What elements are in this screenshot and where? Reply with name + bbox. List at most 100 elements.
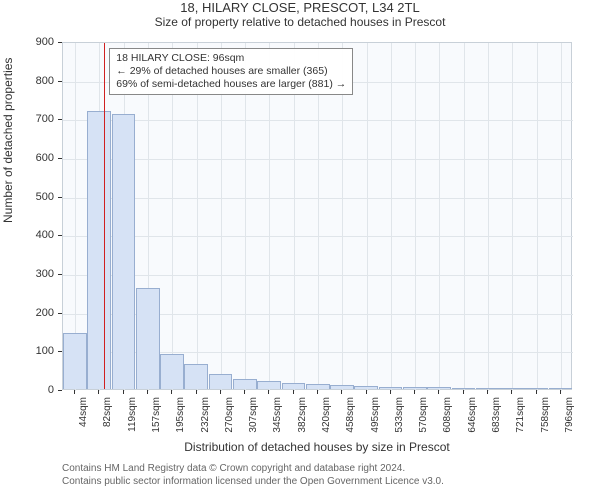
xtick-mark (98, 390, 99, 394)
xtick-mark (244, 390, 245, 394)
histogram-bar (330, 385, 354, 389)
xtick-label: 570sqm (418, 397, 429, 441)
gridline (63, 159, 573, 160)
ytick-label: 0 (0, 384, 54, 396)
ytick-mark (58, 197, 62, 198)
xtick-label: 232sqm (200, 397, 211, 441)
ytick-label: 300 (0, 268, 54, 280)
ytick-label: 200 (0, 307, 54, 319)
ytick-mark (58, 42, 62, 43)
footer-attribution: Contains HM Land Registry data © Crown c… (62, 462, 444, 488)
xtick-label: 82sqm (102, 397, 113, 441)
histogram-bar (476, 388, 500, 389)
page-title: 18, HILARY CLOSE, PRESCOT, L34 2TL (0, 0, 600, 15)
y-axis-label: Number of detached properties (1, 211, 15, 223)
xtick-mark (390, 390, 391, 394)
xtick-mark (317, 390, 318, 394)
xtick-mark (268, 390, 269, 394)
xtick-mark (366, 390, 367, 394)
xtick-mark (74, 390, 75, 394)
ytick-label: 700 (0, 113, 54, 125)
marker-line (104, 43, 105, 389)
xtick-mark (536, 390, 537, 394)
xtick-label: 195sqm (175, 397, 186, 441)
ytick-label: 400 (0, 229, 54, 241)
histogram-bar (282, 383, 306, 389)
xtick-mark (123, 390, 124, 394)
gridline-vertical (367, 43, 368, 391)
xtick-mark (293, 390, 294, 394)
xtick-label: 758sqm (540, 397, 551, 441)
ytick-label: 500 (0, 191, 54, 203)
ytick-mark (58, 390, 62, 391)
gridline-vertical (439, 43, 440, 391)
histogram-bar (427, 387, 451, 389)
histogram-bar (160, 354, 184, 389)
ytick-label: 800 (0, 75, 54, 87)
gridline-vertical (561, 43, 562, 391)
histogram-bar (354, 386, 378, 389)
xtick-label: 345sqm (272, 397, 283, 441)
histogram-bar (112, 114, 136, 389)
histogram-bar (63, 333, 87, 389)
xtick-label: 646sqm (467, 397, 478, 441)
annotation-line-2: ← 29% of detached houses are smaller (36… (116, 65, 346, 78)
histogram-bar (209, 374, 233, 389)
ytick-mark (58, 235, 62, 236)
page-subtitle: Size of property relative to detached ho… (0, 15, 600, 29)
xtick-label: 420sqm (321, 397, 332, 441)
xtick-label: 796sqm (564, 397, 575, 441)
ytick-label: 900 (0, 36, 54, 48)
ytick-mark (58, 274, 62, 275)
gridline (63, 120, 573, 121)
histogram-bar (500, 388, 524, 389)
footer-line-1: Contains HM Land Registry data © Crown c… (62, 462, 444, 475)
gridline-vertical (537, 43, 538, 391)
ytick-label: 100 (0, 345, 54, 357)
xtick-label: 44sqm (78, 397, 89, 441)
xtick-label: 119sqm (127, 397, 138, 441)
xtick-mark (487, 390, 488, 394)
histogram-bar (524, 388, 548, 389)
xtick-mark (147, 390, 148, 394)
gridline-vertical (464, 43, 465, 391)
annotation-box: 18 HILARY CLOSE: 96sqm ← 29% of detached… (109, 48, 353, 95)
xtick-mark (414, 390, 415, 394)
xtick-mark (171, 390, 172, 394)
xtick-label: 270sqm (224, 397, 235, 441)
gridline (63, 275, 573, 276)
gridline (63, 198, 573, 199)
xtick-label: 458sqm (345, 397, 356, 441)
xtick-mark (511, 390, 512, 394)
xtick-label: 495sqm (370, 397, 381, 441)
ytick-mark (58, 119, 62, 120)
xtick-mark (438, 390, 439, 394)
histogram-bar (233, 379, 257, 389)
xtick-mark (560, 390, 561, 394)
histogram-bar (379, 387, 403, 389)
histogram-bar (306, 384, 330, 389)
histogram-bar (257, 381, 281, 389)
histogram-bar (403, 387, 427, 389)
histogram-bar (184, 364, 208, 389)
xtick-label: 307sqm (248, 397, 259, 441)
ytick-mark (58, 81, 62, 82)
xtick-mark (220, 390, 221, 394)
x-axis-label: Distribution of detached houses by size … (62, 440, 572, 454)
gridline (63, 236, 573, 237)
histogram-bar (452, 388, 476, 389)
histogram-bar (136, 288, 160, 389)
xtick-mark (463, 390, 464, 394)
xtick-label: 382sqm (297, 397, 308, 441)
histogram-bar (87, 111, 111, 389)
histogram-bar (549, 388, 573, 389)
footer-line-2: Contains public sector information licen… (62, 475, 444, 488)
xtick-mark (341, 390, 342, 394)
xtick-label: 157sqm (151, 397, 162, 441)
gridline-vertical (415, 43, 416, 391)
annotation-line-3: 69% of semi-detached houses are larger (… (116, 78, 346, 91)
annotation-line-1: 18 HILARY CLOSE: 96sqm (116, 52, 346, 65)
xtick-label: 721sqm (515, 397, 526, 441)
xtick-label: 608sqm (442, 397, 453, 441)
ytick-mark (58, 313, 62, 314)
